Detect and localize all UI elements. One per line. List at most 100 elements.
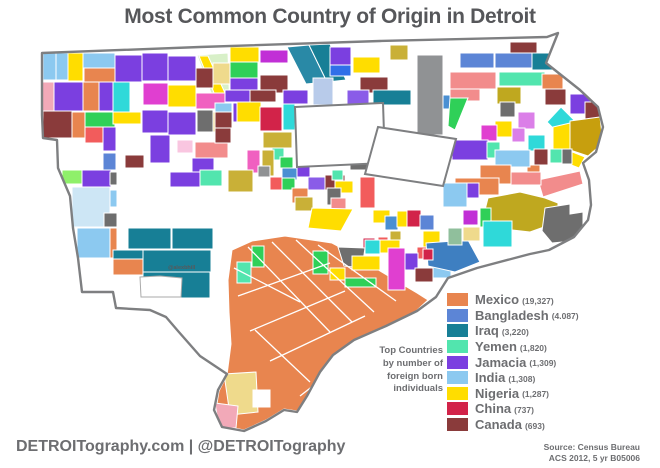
census-tract bbox=[112, 111, 142, 125]
census-tract bbox=[549, 148, 563, 164]
census-tract bbox=[269, 176, 283, 191]
legend-item-mexico: Mexico (19,327) bbox=[447, 292, 579, 308]
census-tract bbox=[141, 109, 169, 134]
census-tract bbox=[494, 149, 531, 168]
census-tract bbox=[281, 177, 296, 191]
census-tract bbox=[384, 215, 399, 231]
census-tract bbox=[214, 111, 233, 129]
census-tract bbox=[42, 110, 73, 139]
census-tract bbox=[124, 154, 145, 169]
census-tract bbox=[419, 214, 435, 231]
legend-country-label: Canada bbox=[475, 417, 522, 433]
page-title: Most Common Country of Origin in Detroit bbox=[124, 5, 536, 28]
legend-item-canada: Canada (693) bbox=[447, 417, 579, 433]
census-tract bbox=[462, 209, 479, 226]
legend-count-label: (1,308) bbox=[508, 373, 536, 384]
legend-color-swatch bbox=[447, 293, 468, 307]
census-tract bbox=[167, 84, 197, 108]
census-tract bbox=[176, 139, 194, 154]
census-tract bbox=[351, 255, 381, 271]
census-tract bbox=[389, 44, 409, 61]
census-tract bbox=[414, 267, 434, 283]
census-tract bbox=[53, 81, 84, 112]
legend-item-china: China (737) bbox=[447, 401, 579, 417]
census-tract bbox=[346, 89, 370, 106]
census-tract bbox=[149, 134, 171, 164]
legend-country-label: Bangladesh bbox=[475, 307, 549, 323]
source-line-2: ACS 2012, 5 yr B05006 bbox=[548, 452, 640, 463]
census-tract bbox=[82, 52, 116, 69]
census-tract bbox=[352, 56, 381, 74]
legend-country-label: China bbox=[475, 401, 512, 417]
census-tract bbox=[329, 267, 346, 281]
legend-color-swatch bbox=[447, 308, 468, 322]
census-tract bbox=[480, 124, 498, 142]
legend-color-swatch bbox=[447, 386, 468, 400]
census-tract bbox=[102, 126, 117, 152]
census-tract bbox=[442, 182, 468, 208]
census-tract bbox=[416, 54, 444, 136]
census-tract bbox=[459, 52, 495, 69]
census-tract bbox=[223, 371, 259, 416]
census-tract bbox=[449, 71, 497, 90]
census-tract bbox=[279, 156, 294, 169]
legend-count-label: (4.087) bbox=[551, 311, 579, 322]
census-tract bbox=[42, 52, 57, 81]
legend-note: Top Countries by number of foreign born … bbox=[379, 345, 443, 395]
street-line bbox=[237, 262, 331, 297]
census-tract bbox=[112, 258, 144, 276]
census-tract bbox=[307, 207, 354, 232]
census-tract bbox=[229, 46, 260, 63]
footer-credit: DETROITography.com | @DETROITography bbox=[16, 438, 346, 455]
legend-country-label: Nigeria bbox=[475, 385, 520, 401]
census-tract bbox=[496, 86, 522, 105]
census-tract bbox=[103, 212, 118, 228]
census-tract bbox=[387, 247, 406, 291]
census-tract bbox=[499, 101, 516, 118]
street-line bbox=[317, 244, 397, 302]
legend-count-label: (737) bbox=[514, 404, 534, 415]
legend-item-yemen: Yemen (1,820) bbox=[447, 339, 579, 355]
census-tract bbox=[494, 52, 533, 69]
census-tract bbox=[329, 46, 352, 66]
census-tract bbox=[507, 171, 542, 186]
census-tract bbox=[498, 71, 546, 87]
census-tract bbox=[312, 77, 334, 106]
census-tract bbox=[212, 62, 231, 85]
census-tract bbox=[139, 275, 183, 298]
census-tract bbox=[372, 89, 412, 106]
legend-item-jamacia: Jamacia (1,309) bbox=[447, 354, 579, 370]
census-tract bbox=[462, 226, 481, 242]
census-tract bbox=[544, 88, 567, 106]
legend-count-label: (19,327) bbox=[522, 295, 554, 306]
legend-color-swatch bbox=[447, 402, 468, 416]
census-tract bbox=[229, 61, 259, 79]
legend-count-label: (3,220) bbox=[501, 326, 529, 337]
census-tract bbox=[71, 111, 86, 139]
census-tract bbox=[531, 52, 559, 71]
census-tract bbox=[307, 176, 326, 191]
census-tract bbox=[102, 152, 117, 171]
census-tract bbox=[171, 227, 214, 250]
census-tract bbox=[466, 182, 480, 199]
legend-item-nigeria: Nigeria (1,287) bbox=[447, 386, 579, 402]
street-line bbox=[247, 246, 331, 333]
street-line bbox=[249, 290, 346, 332]
census-tract bbox=[196, 109, 214, 133]
legend-color-swatch bbox=[447, 355, 468, 369]
census-tract bbox=[447, 97, 469, 131]
census-tract bbox=[236, 101, 262, 123]
census-tract bbox=[561, 148, 573, 165]
census-tract bbox=[82, 81, 100, 112]
enclave-city-boundary bbox=[363, 125, 458, 188]
census-tract bbox=[329, 64, 352, 77]
legend-country-label: India bbox=[475, 370, 506, 386]
legend-country-label: Yemen bbox=[475, 339, 517, 355]
census-tract bbox=[294, 196, 314, 212]
census-tract bbox=[249, 89, 277, 103]
census-tract bbox=[494, 120, 513, 138]
census-tract bbox=[404, 252, 419, 271]
census-tract bbox=[195, 67, 214, 89]
